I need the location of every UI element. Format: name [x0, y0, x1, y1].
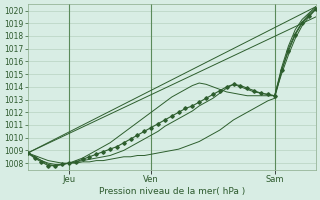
X-axis label: Pression niveau de la mer( hPa ): Pression niveau de la mer( hPa )	[99, 187, 245, 196]
